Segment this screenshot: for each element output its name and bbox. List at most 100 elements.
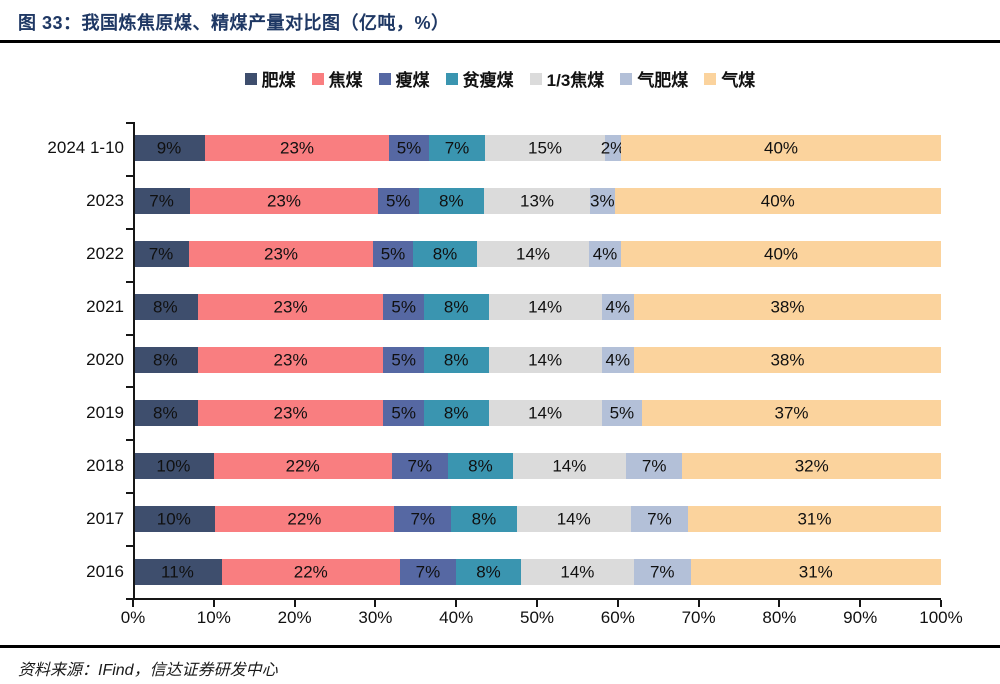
legend-item: 瘦煤 [378, 66, 430, 91]
segment-value-label: 10% [156, 509, 191, 529]
category-label: 2017 [86, 508, 124, 528]
bottom-divider [0, 645, 1000, 648]
bar-segment: 4% [589, 241, 621, 268]
segment-value-label: 7% [410, 509, 436, 529]
x-axis-tick-label: 40% [439, 608, 474, 627]
bar-segment: 14% [488, 399, 602, 426]
x-axis-labels: 0% 10% 20% 30% 40% 50% 60% 70% 80% 90% 100% [121, 608, 963, 630]
bar-segment: 4% [601, 294, 634, 321]
y-axis-tick [126, 598, 133, 600]
segment-value-label: 5% [609, 403, 635, 423]
segment-value-label: 2% [600, 138, 626, 158]
segment-value-label: 7% [647, 509, 672, 529]
chart-legend: 肥煤 焦煤 瘦煤 贫瘦煤 1/3焦煤 气肥煤 气煤 [0, 66, 1000, 91]
legend-label: 肥煤 [261, 71, 296, 90]
segment-value-label: 3% [589, 191, 615, 211]
segment-value-label: 7% [149, 191, 174, 211]
bar-segment: 5% [377, 188, 419, 215]
bar-segment: 8% [423, 294, 489, 321]
segment-value-label: 8% [443, 403, 469, 423]
x-axis-tick [455, 600, 458, 607]
segment-value-label: 14% [560, 562, 595, 582]
bar-track: 8% 23% 5% 8% 14% 5% 37% [133, 399, 942, 426]
segment-value-label: 32% [794, 456, 829, 476]
legend-item: 肥煤 [244, 66, 296, 91]
legend-label: 气肥煤 [637, 71, 689, 90]
bar-segment: 10% [133, 505, 215, 532]
bar-segment: 9% [133, 135, 205, 162]
bar-segment: 14% [477, 241, 589, 268]
bar-row: 2022 7% 23% 5% 8% 14% 4% 40% [0, 228, 941, 281]
x-axis-tick [616, 600, 619, 607]
category-label: 2016 [86, 561, 124, 581]
segment-value-label: 5% [385, 191, 411, 211]
segment-value-label: 23% [273, 350, 308, 370]
bar-row: 2017 10% 22% 7% 8% 14% 7% 31% [0, 492, 941, 545]
x-axis-tick [940, 600, 942, 607]
segment-value-label: 8% [439, 191, 464, 211]
segment-value-label: 37% [774, 403, 809, 423]
bar-row: 2023 7% 23% 5% 8% 13% 3% 40% [0, 175, 941, 228]
segment-value-label: 11% [161, 562, 194, 582]
segment-value-label: 14% [528, 403, 563, 423]
bar-segment: 5% [601, 399, 643, 426]
x-axis-tick-label: 10% [196, 608, 231, 627]
category-label: 2021 [86, 297, 124, 317]
x-axis-tick-label: 70% [681, 608, 716, 627]
x-axis-tick [859, 600, 862, 607]
segment-value-label: 23% [263, 244, 299, 264]
segment-value-label: 8% [468, 456, 493, 476]
segment-value-label: 15% [527, 138, 563, 158]
bar-segment: 7% [633, 558, 691, 585]
bar-segment: 5% [383, 399, 424, 426]
category-label: 2020 [86, 350, 124, 369]
bar-segment: 5% [389, 135, 429, 162]
bar-row: 2024 1-10 9% 23% 5% 7% 15% 2% 40% [0, 122, 941, 175]
bar-row: 2016 11% 22% 7% 8% 14% 7% 31% [0, 545, 942, 598]
bar-segment: 7% [625, 452, 683, 479]
x-axis-tick [132, 600, 134, 607]
segment-value-label: 40% [763, 138, 799, 158]
legend-item: 贫瘦煤 [445, 66, 514, 91]
legend-item: 焦煤 [311, 66, 363, 91]
x-axis-tick [778, 600, 781, 607]
category-label: 2022 [86, 244, 124, 264]
category-label: 2024 1-10 [47, 138, 124, 158]
y-axis-tick [126, 439, 133, 441]
y-axis-tick [126, 545, 133, 547]
bar-segment: 22% [214, 505, 395, 532]
segment-value-label: 7% [641, 456, 667, 476]
bar-segment: 37% [642, 399, 942, 426]
bar-segment: 8% [451, 505, 517, 532]
segment-value-label: 7% [148, 244, 174, 264]
segment-value-label: 4% [605, 350, 631, 370]
bar-track: 11% 22% 7% 8% 14% 7% 31% [133, 558, 942, 585]
bar-segment: 10% [133, 452, 214, 479]
bar-segment: 32% [682, 452, 942, 479]
segment-value-label: 8% [476, 562, 501, 582]
category-label: 2018 [86, 455, 124, 475]
bar-row: 2021 8% 23% 5% 8% 14% 4% 38% [0, 281, 942, 334]
x-axis-ticks [132, 600, 942, 607]
x-axis-tick-label: 0% [120, 608, 146, 627]
bar-segment: 13% [483, 188, 591, 215]
bar-segment: 5% [373, 241, 413, 268]
legend-item: 气肥煤 [620, 66, 688, 91]
bar-row: 2018 10% 22% 7% 8% 14% 7% 32% [0, 439, 942, 492]
bar-segment: 8% [423, 399, 489, 426]
x-axis-tick [374, 600, 377, 607]
bar-segment: 23% [197, 399, 384, 426]
segment-value-label: 5% [391, 297, 416, 317]
bar-segment: 22% [221, 558, 400, 585]
bar-track: 10% 22% 7% 8% 14% 7% 31% [133, 505, 941, 532]
bar-segment: 14% [488, 294, 602, 321]
segment-value-label: 8% [432, 244, 458, 264]
bar-segment: 23% [197, 294, 384, 321]
segment-value-label: 38% [770, 350, 805, 370]
segment-value-label: 22% [293, 562, 328, 582]
bar-segment: 5% [383, 347, 424, 373]
segment-value-label: 8% [153, 350, 178, 370]
bar-track: 9% 23% 5% 7% 15% 2% 40% [133, 135, 941, 162]
category-label: 2023 [86, 191, 124, 211]
bar-segment: 7% [429, 135, 485, 162]
